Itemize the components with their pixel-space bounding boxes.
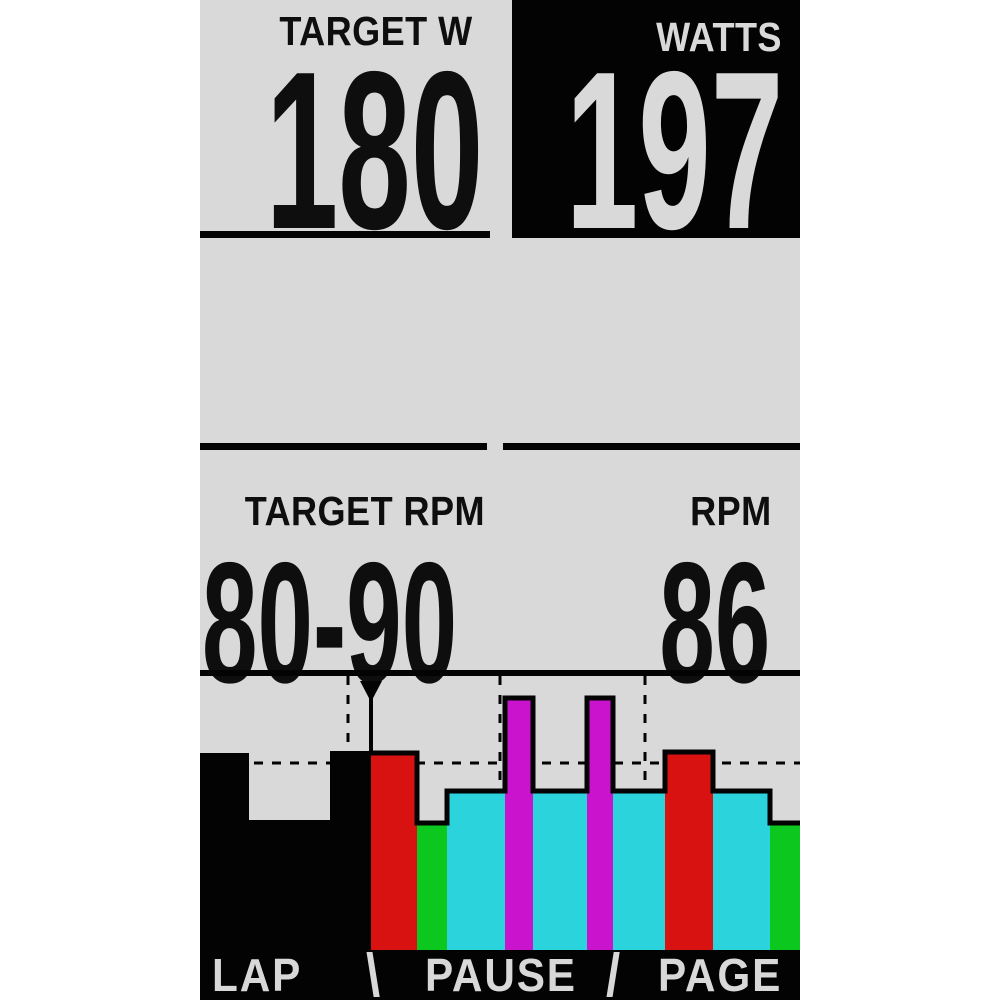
field-watts: WATTS 197: [512, 0, 800, 263]
field-rpm: RPM 86: [512, 243, 800, 710]
elapsed-profile-area: [200, 751, 371, 950]
interval-bar-green: [417, 823, 447, 950]
field-label-watts: WATTS: [656, 14, 782, 60]
field-label-target-w: TARGET W: [279, 8, 473, 54]
graph-top-border: [200, 670, 800, 676]
button-bar: [200, 950, 800, 1000]
page-button[interactable]: PAGE: [658, 949, 783, 1000]
interval-bar-magenta: [505, 698, 533, 950]
divider-under-target-rpm: [200, 443, 487, 450]
interval-bar-magenta: [587, 698, 613, 950]
field-label-target-rpm: TARGET RPM: [244, 488, 485, 534]
pause-button[interactable]: PAUSE: [425, 949, 577, 1000]
field-interval-timer: INTERVAL 0:36: [503, 455, 800, 1000]
lap-button[interactable]: LAP: [212, 949, 303, 1000]
field-value-watts: 197: [565, 24, 783, 276]
profile-outline: [371, 695, 800, 826]
field-target-rpm: TARGET RPM 80-90: [200, 243, 490, 710]
field-value-target-w: 180: [265, 24, 483, 276]
field-target-power: TARGET W 180: [200, 0, 490, 263]
interval-bar-cyan: [713, 791, 770, 950]
slash-separator-icon: /: [606, 942, 621, 1000]
interval-bar-green: [770, 823, 800, 950]
field-heart-rate: HR 143: [200, 455, 487, 1000]
position-marker-icon: [360, 681, 382, 702]
interval-bar-red: [371, 753, 417, 950]
field-value-target-rpm: 80-90: [202, 527, 458, 719]
divider-under-target-w: [200, 231, 490, 238]
interval-bar-red: [665, 752, 713, 950]
divider-under-rpm: [503, 443, 800, 450]
workout-profile-graph: [200, 670, 800, 950]
field-label-rpm: RPM: [690, 488, 772, 534]
interval-bar-cyan: [613, 791, 665, 950]
field-value-rpm: 86: [659, 527, 770, 719]
interval-bar-cyan: [447, 791, 505, 950]
interval-bar-cyan: [533, 791, 587, 950]
backslash-separator-icon: \: [366, 942, 381, 1000]
